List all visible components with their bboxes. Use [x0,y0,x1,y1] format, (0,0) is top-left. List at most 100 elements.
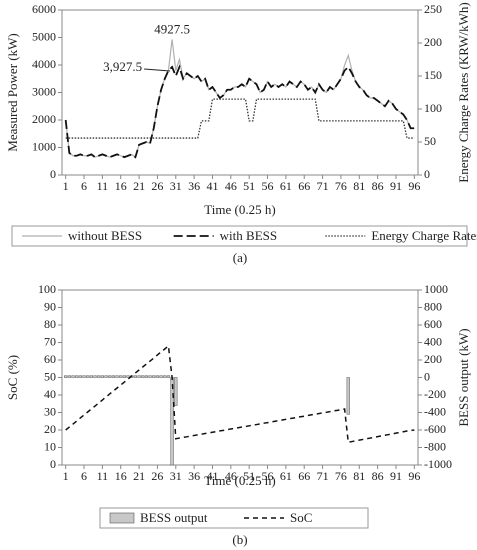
x-tick-label: 86 [372,179,384,193]
x-tick-label: 91 [390,179,402,193]
bar [115,375,119,378]
bar [71,375,75,378]
x-tick-label: 46 [225,469,237,483]
x-tick-label: 36 [188,179,200,193]
series-line [65,39,415,159]
legend-box [99,507,369,529]
bar [93,375,97,378]
bar [82,375,86,378]
y-tick-label: 70 [44,334,56,348]
legend-label: with BESS [220,228,277,243]
y2-tick-label: 200 [424,35,442,49]
x-tick-label: 26 [151,179,163,193]
y2-tick-label: 0 [424,369,430,383]
x-tick-label: 6 [81,469,87,483]
bar [64,375,68,378]
x-tick-label: 66 [298,179,310,193]
bar [78,375,82,378]
x-tick-label: 91 [390,469,402,483]
y-tick-label: 4000 [32,57,56,71]
x-tick-label: 71 [317,179,329,193]
y2-tick-label: 1000 [424,282,448,296]
bar [141,375,145,378]
legend-label: SoC [290,510,312,525]
caption: (b) [232,532,247,547]
bar [104,375,108,378]
y2-tick-label: 100 [424,101,442,115]
bar [89,375,93,378]
bar [174,377,178,406]
y-axis-title: Measured Power (kW) [5,33,20,151]
bar [67,375,71,378]
y2-axis-title: Energy Charge Rates (KRW/kWh) [456,2,471,182]
bar [126,375,130,378]
x-tick-label: 96 [408,469,420,483]
bar [108,375,112,378]
plot-frame [61,289,419,466]
x-tick-label: 51 [243,179,255,193]
bar [346,377,350,415]
y-tick-label: 2000 [32,112,56,126]
x-axis-title: Time (0.25 h) [204,473,275,488]
bar [86,375,90,378]
bar [75,375,79,378]
bar [155,375,160,378]
bar [137,375,141,378]
y2-tick-label: -800 [424,439,446,453]
x-tick-label: 66 [298,469,310,483]
x-tick-label: 41 [206,469,218,483]
x-tick-label: 61 [280,469,292,483]
x-tick-label: 11 [97,179,109,193]
bar [133,375,138,378]
y-tick-label: 40 [44,387,56,401]
legend-label: BESS output [140,510,208,525]
y-tick-label: 5000 [32,29,56,43]
bar [148,375,152,378]
x-tick-label: 16 [115,469,127,483]
bar [152,375,156,378]
legend-swatch [109,512,135,524]
x-tick-label: 96 [408,179,420,193]
x-tick-label: 46 [225,179,237,193]
series-line [65,344,415,444]
y-tick-label: 60 [44,352,56,366]
x-tick-label: 81 [353,469,365,483]
x-tick-label: 1 [63,469,69,483]
y-tick-label: 20 [44,422,56,436]
bar [159,375,163,378]
legend-box [11,225,468,247]
y-tick-label: 6000 [32,2,56,16]
x-tick-label: 16 [115,179,127,193]
bar [144,375,149,378]
y2-tick-label: 200 [424,352,442,366]
x-tick-label: 41 [206,179,218,193]
x-tick-label: 21 [133,469,145,483]
series-line [65,98,415,139]
x-tick-label: 26 [151,469,163,483]
y-tick-label: 30 [44,404,56,418]
y2-tick-label: 800 [424,299,442,313]
y2-tick-label: 400 [424,334,442,348]
x-tick-label: 51 [243,469,255,483]
x-tick-label: 86 [372,469,384,483]
bar [122,375,127,378]
annotation: 4927.5 [154,21,190,36]
x-tick-label: 31 [170,179,182,193]
y-tick-label: 3000 [32,84,56,98]
y-tick-label: 50 [44,369,56,383]
x-tick-label: 36 [188,469,200,483]
x-tick-label: 31 [170,469,182,483]
x-tick-label: 76 [335,469,347,483]
x-tick-label: 6 [81,179,87,193]
y2-tick-label: -600 [424,422,446,436]
annotation: 3,927.5 [103,59,142,74]
legend-label: Energy Charge Rates [371,228,477,243]
x-tick-label: 76 [335,179,347,193]
y-tick-label: 90 [44,299,56,313]
y-tick-label: 10 [44,439,56,453]
y-tick-label: 1000 [32,139,56,153]
y2-tick-label: 600 [424,317,442,331]
bar [166,375,171,378]
caption: (a) [233,250,247,265]
